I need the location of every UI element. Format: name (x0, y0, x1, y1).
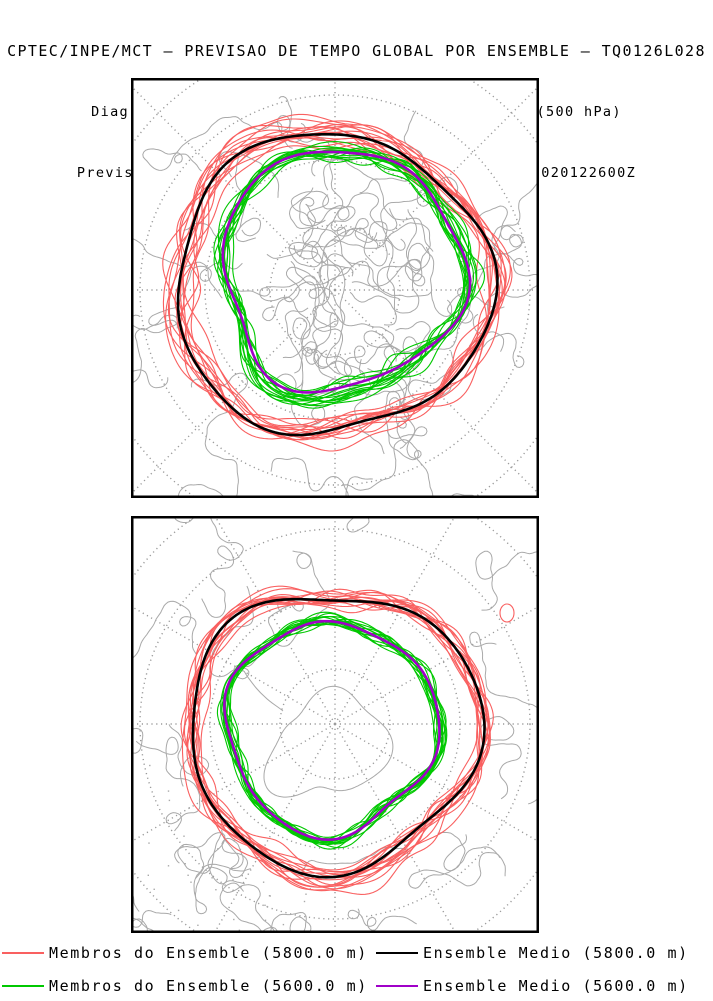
legend-line-mean-5800 (376, 951, 418, 955)
ensemble-members-5800 (180, 585, 494, 895)
legend-label: Membros do Ensemble (5600.0 m) (49, 977, 368, 995)
legend-line-members-5800 (2, 952, 44, 954)
legend-line-members-5600 (2, 985, 44, 987)
ensemble-members-5600 (216, 611, 448, 850)
south-hemisphere-map (131, 516, 539, 933)
legend-label: Membros do Ensemble (5800.0 m) (49, 944, 368, 962)
ensemble-mean-5600 (221, 150, 472, 394)
legend-item-mean-5800: Ensemble Medio (5800.0 m) (376, 944, 689, 962)
legend-line-mean-5600 (376, 984, 418, 988)
legend-label: Ensemble Medio (5600.0 m) (423, 977, 689, 995)
antarctic-peninsula (243, 670, 284, 712)
ensemble-members-5800 (162, 113, 513, 452)
map-content (133, 518, 537, 931)
antarctica-coast (263, 685, 394, 798)
legend-item-members-5800: Membros do Ensemble (5800.0 m) (2, 944, 368, 962)
legend-item-members-5600: Membros do Ensemble (5600.0 m) (2, 977, 368, 995)
north-hemisphere-map (131, 78, 539, 498)
map-frame (131, 78, 539, 498)
outlier-member-loop (499, 603, 515, 623)
legend-item-mean-5600: Ensemble Medio (5600.0 m) (376, 977, 689, 995)
chart-title-line1: CPTEC/INPE/MCT — PREVISAO DE TEMPO GLOBA… (7, 42, 706, 60)
map-content (133, 80, 537, 496)
map-frame (131, 516, 539, 933)
ensemble-mean-5800 (191, 597, 486, 879)
ensemble-mean-5600 (223, 619, 441, 842)
legend-label: Ensemble Medio (5800.0 m) (423, 944, 689, 962)
ensemble-mean-5800 (176, 133, 499, 437)
